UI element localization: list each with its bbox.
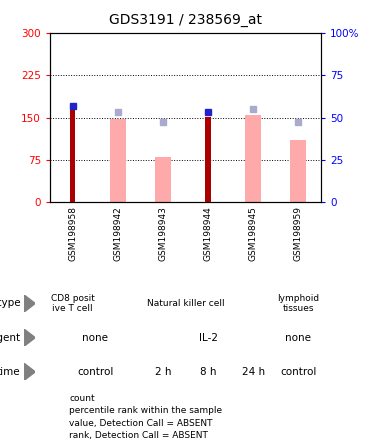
- Text: time: time: [0, 367, 20, 377]
- Text: none: none: [285, 333, 311, 343]
- Polygon shape: [24, 363, 35, 381]
- Text: GSM198958: GSM198958: [68, 206, 77, 261]
- Text: CD8 posit
ive T cell: CD8 posit ive T cell: [51, 294, 95, 313]
- Text: count: count: [69, 394, 95, 403]
- Text: GSM198959: GSM198959: [294, 206, 303, 261]
- Text: GSM198945: GSM198945: [249, 206, 258, 261]
- Text: control: control: [77, 367, 114, 377]
- Bar: [110, 119, 126, 202]
- Text: rank, Detection Call = ABSENT: rank, Detection Call = ABSENT: [69, 431, 208, 440]
- Bar: [155, 157, 171, 202]
- Text: lymphoid
tissues: lymphoid tissues: [277, 294, 319, 313]
- Text: GSM198943: GSM198943: [158, 206, 167, 261]
- Text: GSM198944: GSM198944: [204, 206, 213, 261]
- Bar: [290, 140, 306, 202]
- Text: GDS3191 / 238569_at: GDS3191 / 238569_at: [109, 13, 262, 28]
- Bar: [206, 116, 211, 202]
- Text: cell type: cell type: [0, 298, 20, 309]
- Text: 24 h: 24 h: [242, 367, 265, 377]
- Text: percentile rank within the sample: percentile rank within the sample: [69, 406, 223, 415]
- Polygon shape: [24, 295, 35, 312]
- Text: control: control: [280, 367, 316, 377]
- Text: none: none: [82, 333, 108, 343]
- Text: Natural killer cell: Natural killer cell: [147, 299, 224, 308]
- Text: 8 h: 8 h: [200, 367, 216, 377]
- Text: value, Detection Call = ABSENT: value, Detection Call = ABSENT: [69, 419, 213, 428]
- Text: IL-2: IL-2: [198, 333, 217, 343]
- Polygon shape: [24, 329, 35, 346]
- Text: agent: agent: [0, 333, 20, 343]
- Bar: [70, 109, 75, 202]
- Text: GSM198942: GSM198942: [113, 206, 122, 261]
- Bar: [245, 115, 261, 202]
- Text: 2 h: 2 h: [155, 367, 171, 377]
